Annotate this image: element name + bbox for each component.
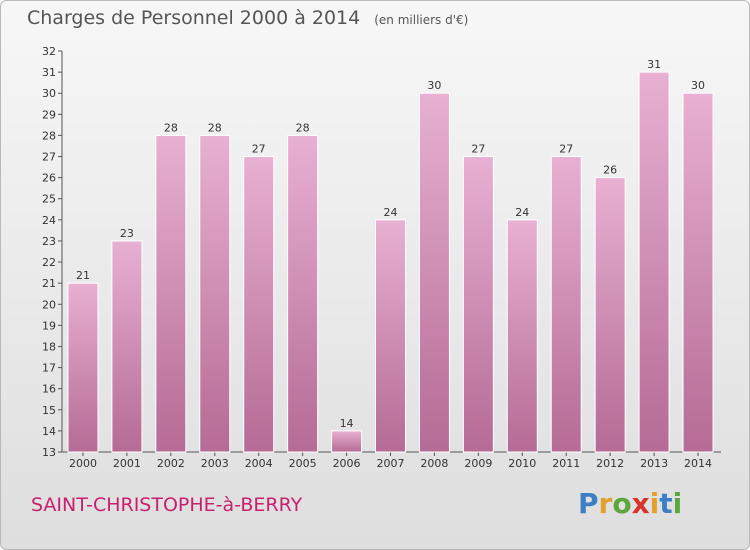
- bar-2009: [462, 156, 494, 453]
- chart-title-text: Charges de Personnel 2000 à 2014: [27, 7, 361, 29]
- x-tick-labels: 2000 2001 2002 2003 2004 2005 2006 2007 2008 2009…: [69, 457, 712, 470]
- x-tick-label: 2006: [333, 457, 361, 470]
- value-label: 28: [164, 121, 178, 134]
- commune-name: SAINT-CHRISTOPHE-à-BERRY: [31, 494, 303, 516]
- y-tick-label: 13: [42, 446, 56, 459]
- bar-2002: [155, 134, 187, 453]
- y-tick-label: 17: [42, 362, 56, 375]
- value-label: 14: [340, 417, 354, 430]
- bar-2008: [418, 92, 450, 453]
- bar-2000: [67, 282, 99, 453]
- x-tick-label: 2012: [596, 457, 624, 470]
- y-tick-label: 21: [42, 277, 56, 290]
- bars: [67, 71, 714, 453]
- x-tick-label: 2010: [508, 457, 536, 470]
- y-tick-label: 25: [42, 193, 56, 206]
- y-tick-labels: 13 14 15 16 17 18 19 20 21 22 23 24 25 26 27 28 29 30 31 32: [42, 45, 56, 459]
- y-tick-label: 16: [42, 383, 56, 396]
- x-tick-label: 2014: [684, 457, 712, 470]
- value-labels: 21 23 28 28 27 28 14 24 30 27 24 27 26 31 30: [76, 58, 705, 430]
- y-tick-label: 23: [42, 235, 56, 248]
- value-label: 21: [76, 269, 90, 282]
- y-tick-label: 31: [42, 66, 56, 79]
- y-tick-label: 27: [42, 151, 56, 164]
- value-label: 24: [384, 206, 398, 219]
- y-tick-label: 22: [42, 256, 56, 269]
- y-tick-label: 24: [42, 214, 56, 227]
- value-label: 30: [427, 79, 441, 92]
- value-label: 30: [691, 79, 705, 92]
- bar-2007: [375, 219, 406, 453]
- bar-2001: [111, 240, 143, 453]
- x-tick-label: 2011: [552, 457, 580, 470]
- bar-2010: [506, 219, 538, 453]
- x-tick-label: 2005: [289, 457, 317, 470]
- x-tick-label: 2000: [69, 457, 97, 470]
- bar-2014: [682, 92, 714, 453]
- bar-2013: [638, 71, 670, 453]
- chart-title: Charges de Personnel 2000 à 2014 (en mill…: [27, 7, 468, 29]
- value-label: 24: [515, 206, 529, 219]
- y-tick-label: 29: [42, 108, 56, 121]
- y-tick-label: 26: [42, 172, 56, 185]
- value-label: 23: [120, 227, 134, 240]
- bar-2012: [594, 177, 626, 453]
- y-tick-label: 32: [42, 45, 56, 58]
- x-tick-label: 2013: [640, 457, 668, 470]
- value-label: 28: [208, 121, 222, 134]
- value-label: 26: [603, 164, 617, 177]
- y-tick-label: 30: [42, 87, 56, 100]
- value-label: 28: [296, 121, 310, 134]
- y-tick-label: 14: [42, 425, 56, 438]
- y-tick-label: 28: [42, 129, 56, 142]
- y-tick-label: 19: [42, 319, 56, 332]
- x-tick-label: 2001: [113, 457, 141, 470]
- value-label: 31: [647, 58, 661, 71]
- x-tick-label: 2008: [420, 457, 448, 470]
- bar-2006: [331, 430, 363, 453]
- value-label: 27: [252, 143, 266, 156]
- x-tick-label: 2007: [377, 457, 405, 470]
- value-label: 27: [471, 143, 485, 156]
- proxiti-logo[interactable]: Proxiti: [578, 487, 683, 520]
- unit-note: (en milliers d'€): [374, 13, 469, 27]
- x-tick-label: 2003: [201, 457, 229, 470]
- x-tick-label: 2002: [157, 457, 185, 470]
- y-tick-label: 20: [42, 298, 56, 311]
- y-tick-label: 15: [42, 404, 56, 417]
- bar-2004: [243, 156, 275, 453]
- y-tick-label: 18: [42, 340, 56, 353]
- value-label: 27: [559, 143, 573, 156]
- bar-2003: [199, 134, 231, 453]
- bar-2005: [287, 134, 319, 453]
- x-tick-label: 2009: [464, 457, 492, 470]
- x-tick-label: 2004: [245, 457, 273, 470]
- bar-2011: [550, 156, 582, 453]
